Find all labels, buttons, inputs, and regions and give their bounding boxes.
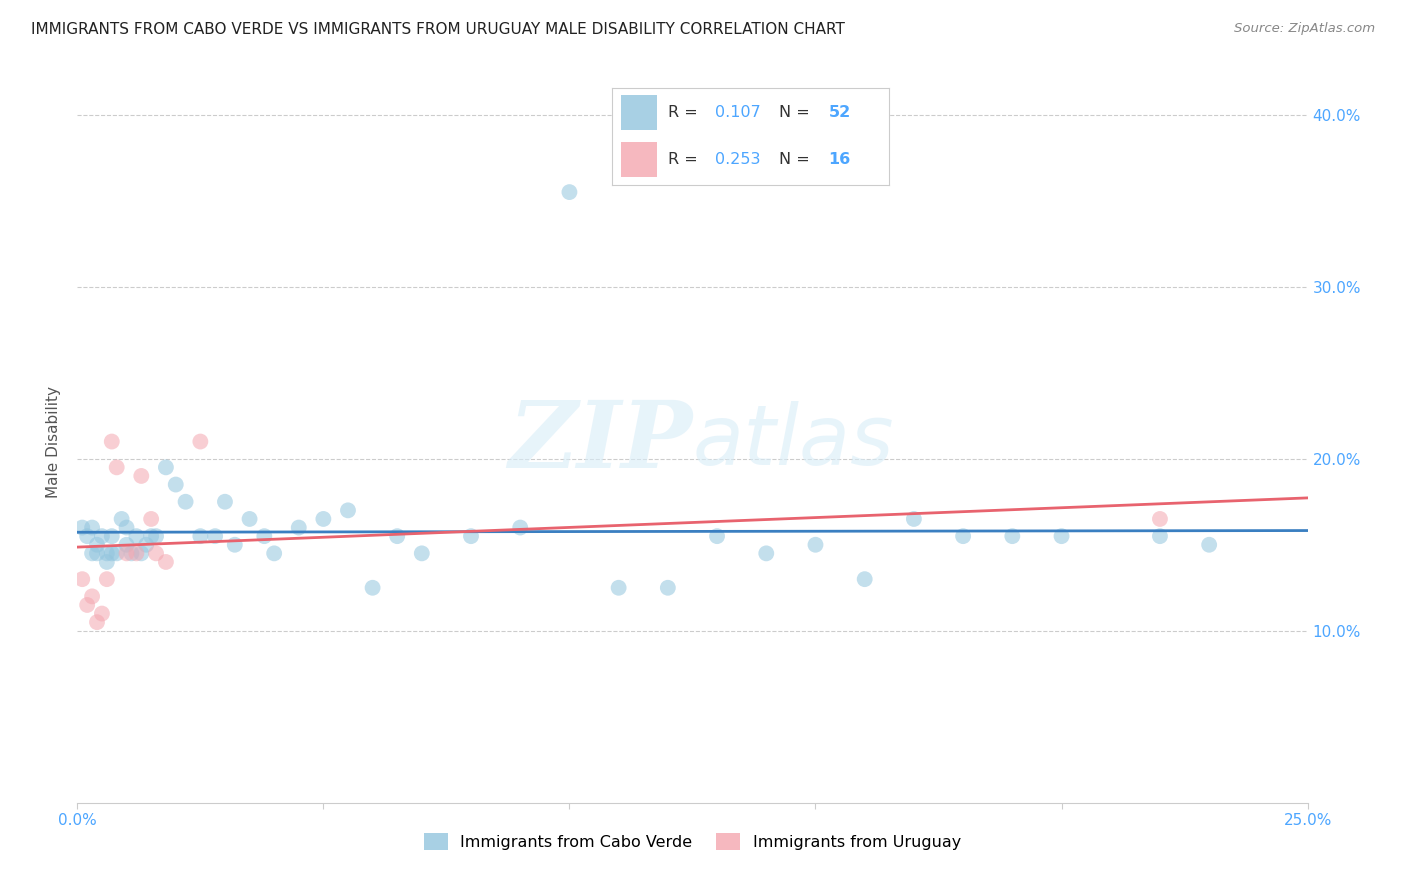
Point	[558, 185, 581, 199]
Point	[312, 512, 335, 526]
Point	[155, 460, 177, 475]
Point	[903, 512, 925, 526]
Point	[121, 546, 143, 560]
Text: atlas: atlas	[693, 401, 894, 482]
Text: IMMIGRANTS FROM CABO VERDE VS IMMIGRANTS FROM URUGUAY MALE DISABILITY CORRELATIO: IMMIGRANTS FROM CABO VERDE VS IMMIGRANTS…	[31, 22, 845, 37]
Point	[607, 581, 630, 595]
Point	[129, 469, 153, 483]
Point	[141, 512, 163, 526]
Point	[174, 494, 197, 508]
Point	[82, 546, 104, 560]
Point	[337, 503, 360, 517]
Point	[853, 572, 876, 586]
Point	[115, 546, 138, 560]
Legend: Immigrants from Cabo Verde, Immigrants from Uruguay: Immigrants from Cabo Verde, Immigrants f…	[418, 827, 967, 856]
Point	[385, 529, 409, 543]
Point	[105, 546, 128, 560]
Point	[82, 520, 104, 534]
Point	[263, 546, 285, 560]
Point	[125, 529, 148, 543]
Point	[165, 477, 187, 491]
Point	[70, 520, 93, 534]
Point	[105, 460, 128, 475]
Point	[115, 520, 138, 534]
Point	[76, 598, 98, 612]
Point	[1001, 529, 1024, 543]
Point	[86, 546, 108, 560]
Point	[239, 512, 262, 526]
Point	[204, 529, 226, 543]
Point	[90, 529, 114, 543]
Point	[224, 538, 246, 552]
Point	[1198, 538, 1220, 552]
Point	[96, 546, 118, 560]
Point	[141, 529, 163, 543]
Point	[1149, 529, 1171, 543]
Y-axis label: Male Disability: Male Disability	[46, 385, 62, 498]
Point	[288, 520, 311, 534]
Point	[101, 546, 124, 560]
Point	[509, 520, 531, 534]
Point	[804, 538, 827, 552]
Point	[214, 494, 236, 508]
Point	[411, 546, 433, 560]
Point	[129, 546, 153, 560]
Point	[188, 434, 212, 449]
Point	[145, 529, 167, 543]
Point	[96, 555, 118, 569]
Point	[96, 572, 118, 586]
Point	[70, 572, 93, 586]
Point	[1149, 512, 1171, 526]
Point	[86, 538, 108, 552]
Point	[82, 590, 104, 604]
Text: ZIP: ZIP	[508, 397, 693, 486]
Point	[188, 529, 212, 543]
Point	[1050, 529, 1073, 543]
Text: Source: ZipAtlas.com: Source: ZipAtlas.com	[1234, 22, 1375, 36]
Point	[115, 538, 138, 552]
Point	[111, 512, 132, 526]
Point	[657, 581, 679, 595]
Point	[755, 546, 778, 560]
Point	[952, 529, 974, 543]
Point	[155, 555, 177, 569]
Point	[135, 538, 157, 552]
Point	[101, 529, 124, 543]
Point	[86, 615, 108, 630]
Point	[361, 581, 384, 595]
Point	[145, 546, 167, 560]
Point	[125, 546, 148, 560]
Point	[706, 529, 728, 543]
Point	[90, 607, 114, 621]
Point	[253, 529, 276, 543]
Point	[460, 529, 482, 543]
Point	[76, 529, 98, 543]
Point	[101, 434, 124, 449]
